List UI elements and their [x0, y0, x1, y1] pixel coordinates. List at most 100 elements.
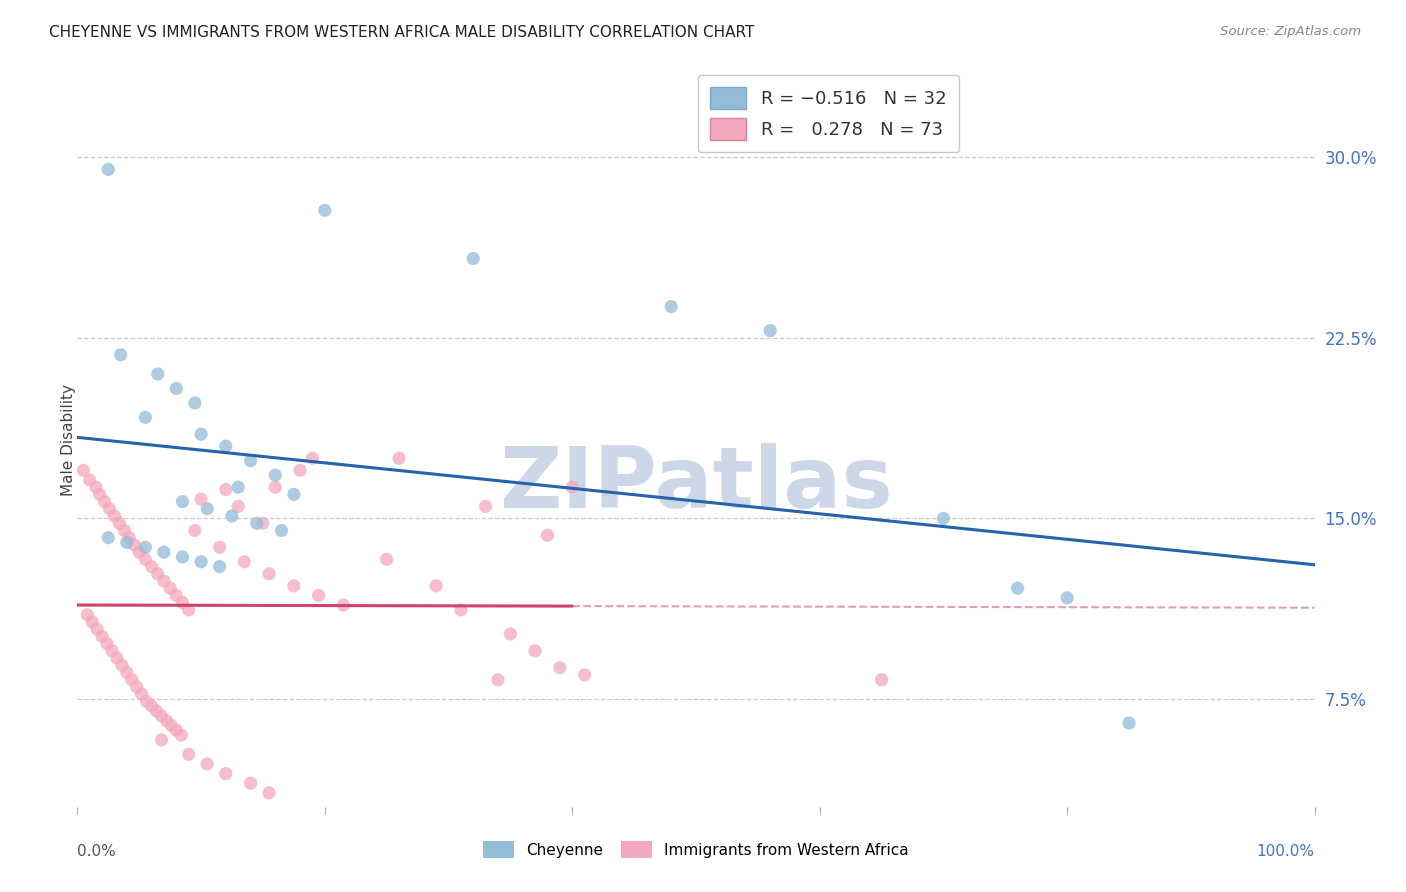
Point	[128, 545, 150, 559]
Point	[1056, 591, 1078, 605]
Point	[221, 508, 243, 523]
Point	[184, 396, 207, 410]
Point	[177, 603, 200, 617]
Point	[122, 538, 145, 552]
Text: Source: ZipAtlas.com: Source: ZipAtlas.com	[1220, 25, 1361, 38]
Text: 0.0%: 0.0%	[77, 844, 117, 859]
Point	[165, 589, 187, 603]
Point	[172, 596, 194, 610]
Point	[170, 728, 193, 742]
Point	[146, 367, 169, 381]
Point	[118, 531, 141, 545]
Point	[103, 508, 125, 523]
Point	[150, 708, 173, 723]
Point	[257, 566, 280, 581]
Point	[82, 615, 104, 629]
Point	[131, 687, 153, 701]
Point	[155, 714, 177, 728]
Point	[159, 581, 181, 595]
Text: ZIPatlas: ZIPatlas	[499, 442, 893, 525]
Point	[111, 658, 134, 673]
Point	[561, 480, 583, 494]
Point	[301, 451, 323, 466]
Point	[270, 524, 292, 538]
Point	[146, 566, 169, 581]
Point	[208, 541, 231, 555]
Point	[264, 480, 287, 494]
Point	[486, 673, 509, 687]
Point	[145, 704, 167, 718]
Point	[98, 501, 121, 516]
Point	[134, 541, 156, 555]
Point	[388, 451, 411, 466]
Point	[332, 598, 354, 612]
Point	[125, 680, 148, 694]
Point	[72, 463, 94, 477]
Point	[86, 622, 108, 636]
Point	[110, 348, 132, 362]
Point	[115, 665, 138, 680]
Legend: Cheyenne, Immigrants from Western Africa: Cheyenne, Immigrants from Western Africa	[475, 834, 917, 866]
Point	[153, 574, 176, 588]
Point	[536, 528, 558, 542]
Point	[195, 756, 218, 771]
Text: 100.0%: 100.0%	[1257, 844, 1315, 859]
Point	[165, 381, 187, 395]
Point	[288, 463, 311, 477]
Point	[190, 555, 212, 569]
Point	[96, 637, 118, 651]
Point	[89, 487, 111, 501]
Point	[524, 644, 547, 658]
Point	[233, 555, 256, 569]
Point	[246, 516, 269, 531]
Point	[84, 480, 107, 494]
Point	[165, 723, 187, 738]
Point	[239, 776, 262, 790]
Point	[108, 516, 131, 531]
Point	[184, 524, 207, 538]
Point	[499, 627, 522, 641]
Point	[574, 668, 596, 682]
Point	[226, 480, 249, 494]
Point	[160, 718, 183, 732]
Point	[932, 511, 955, 525]
Point	[264, 468, 287, 483]
Y-axis label: Male Disability: Male Disability	[62, 384, 76, 496]
Point	[239, 453, 262, 467]
Point	[252, 516, 274, 531]
Point	[870, 673, 893, 687]
Point	[91, 629, 114, 643]
Point	[141, 699, 163, 714]
Point	[308, 589, 330, 603]
Point	[141, 559, 163, 574]
Point	[93, 494, 115, 508]
Point	[112, 524, 135, 538]
Point	[177, 747, 200, 762]
Point	[172, 494, 194, 508]
Point	[101, 644, 124, 658]
Point	[105, 651, 128, 665]
Point	[97, 162, 120, 177]
Point	[215, 483, 238, 497]
Point	[79, 473, 101, 487]
Point	[190, 492, 212, 507]
Point	[135, 694, 157, 708]
Point	[134, 410, 156, 425]
Point	[474, 500, 496, 514]
Point	[314, 203, 336, 218]
Point	[425, 579, 447, 593]
Point	[134, 552, 156, 566]
Point	[463, 252, 485, 266]
Point	[153, 545, 176, 559]
Point	[1007, 581, 1029, 595]
Point	[208, 559, 231, 574]
Point	[548, 660, 571, 674]
Point	[97, 531, 120, 545]
Point	[375, 552, 398, 566]
Point	[759, 324, 782, 338]
Point	[150, 732, 173, 747]
Point	[257, 786, 280, 800]
Point	[172, 549, 194, 564]
Point	[659, 300, 682, 314]
Point	[226, 500, 249, 514]
